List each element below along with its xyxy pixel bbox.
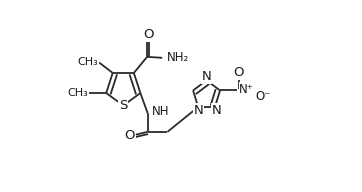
Text: N: N — [193, 104, 203, 117]
Text: CH₃: CH₃ — [67, 88, 88, 98]
Text: O⁻: O⁻ — [255, 90, 270, 103]
Text: O: O — [234, 66, 244, 79]
Text: NH: NH — [152, 105, 170, 118]
Text: O: O — [125, 129, 135, 142]
Text: S: S — [119, 99, 127, 112]
Text: N: N — [211, 104, 221, 117]
Text: O: O — [143, 28, 153, 41]
Text: N: N — [202, 70, 211, 83]
Text: NH₂: NH₂ — [167, 51, 189, 64]
Text: CH₃: CH₃ — [77, 57, 98, 67]
Text: N⁺: N⁺ — [239, 83, 254, 96]
